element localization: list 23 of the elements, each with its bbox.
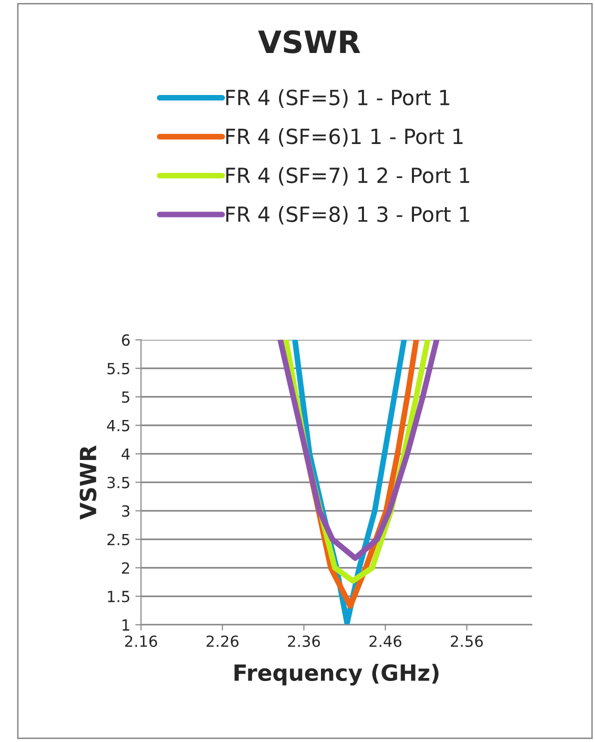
chart-title: VSWR [258,30,360,54]
legend-label: FR 4 (SF=7) 1 2 - Port 1 [226,167,470,186]
y-tick-label: 1.5 [108,590,130,602]
y-tick-label: 3 [122,505,130,517]
x-tick-label: 2.36 [288,635,320,648]
legend-label: FR 4 (SF=8) 1 3 - Port 1 [226,206,470,225]
x-tick-label: 2.56 [450,635,483,648]
y-axis-title: VSWR [80,445,96,520]
x-tick-label: 2.16 [125,635,158,648]
x-tick-label: 2.26 [206,635,238,648]
legend-label: FR 4 (SF=5) 1 - Port 1 [226,89,450,108]
y-tick-label: 5 [122,391,130,403]
y-tick-label: 3.5 [107,476,130,488]
y-tick-label: 4 [122,448,130,460]
x-tick-label: 2.46 [369,635,402,648]
x-axis-title: Frequency (GHz) [234,664,439,686]
y-tick-label: 5.5 [107,362,130,374]
legend-label: FR 4 (SF=6)1 1 - Port 1 [226,128,463,147]
y-tick-label: 4.5 [107,420,130,432]
y-tick-label: 1 [122,619,130,631]
y-tick-label: 6 [122,334,130,346]
y-tick-label: 2 [122,562,130,574]
y-tick-label: 2.5 [107,534,130,546]
